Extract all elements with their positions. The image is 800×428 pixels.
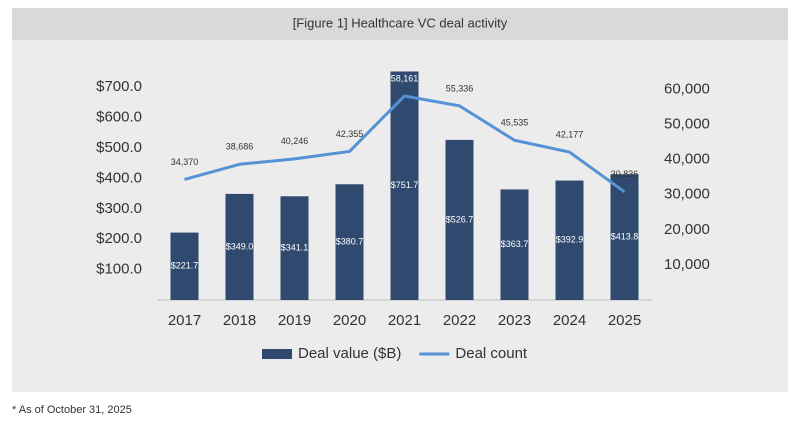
y2-tick-label: 30,000 xyxy=(664,186,710,203)
bar-value-label: $526.7 xyxy=(446,214,474,224)
bar xyxy=(170,232,199,300)
y2-tick-label: 20,000 xyxy=(664,221,710,238)
bar xyxy=(555,180,584,300)
y-tick-label: $500.0 xyxy=(96,139,142,156)
title-bar xyxy=(12,8,788,40)
bar xyxy=(225,193,254,300)
bar-value-label: $349.0 xyxy=(226,241,254,251)
bar-value-label: $751.7 xyxy=(391,180,419,190)
line-value-label: 42,177 xyxy=(556,129,584,139)
line-value-label: 55,336 xyxy=(446,83,474,93)
x-tick-label: 2025 xyxy=(608,312,641,329)
bar-value-label: $221.7 xyxy=(171,261,199,271)
bar-value-label: $392.9 xyxy=(556,235,584,245)
line-value-label: 30,836 xyxy=(611,169,639,179)
bar xyxy=(445,139,474,300)
x-tick-label: 2024 xyxy=(553,312,586,329)
x-tick-label: 2022 xyxy=(443,312,476,329)
bar-value-label: $413.8 xyxy=(611,231,639,241)
y2-tick-label: 10,000 xyxy=(664,256,710,273)
x-tick-label: 2019 xyxy=(278,312,311,329)
line-value-label: 45,535 xyxy=(501,118,529,128)
x-tick-label: 2018 xyxy=(223,312,256,329)
line-value-label: 40,246 xyxy=(281,136,309,146)
y2-tick-label: 60,000 xyxy=(664,81,710,98)
line-value-label: 34,370 xyxy=(171,157,199,167)
bar xyxy=(390,71,419,300)
line-value-label: 58,161 xyxy=(391,73,419,83)
bar xyxy=(335,184,364,300)
y-tick-label: $600.0 xyxy=(96,109,142,126)
line-value-label: 42,355 xyxy=(336,129,364,139)
legend-swatch xyxy=(262,349,292,359)
y2-tick-label: 40,000 xyxy=(664,151,710,168)
bar xyxy=(280,196,309,300)
bar xyxy=(610,174,639,300)
chart-title: [Figure 1] Healthcare VC deal activity xyxy=(293,15,508,30)
y-tick-label: $700.0 xyxy=(96,78,142,95)
bar-value-label: $380.7 xyxy=(336,237,364,247)
legend-label: Deal value ($B) xyxy=(298,345,401,362)
line-value-label: 38,686 xyxy=(226,142,254,152)
x-tick-label: 2021 xyxy=(388,312,421,329)
legend-label: Deal count xyxy=(455,345,528,362)
y-tick-label: $300.0 xyxy=(96,200,142,217)
y-tick-label: $100.0 xyxy=(96,261,142,278)
bar-value-label: $341.1 xyxy=(281,243,309,253)
footnote: * As of October 31, 2025 xyxy=(12,404,132,416)
x-tick-label: 2023 xyxy=(498,312,531,329)
line xyxy=(184,94,626,194)
bar-value-label: $363.7 xyxy=(501,239,529,249)
y-tick-label: $200.0 xyxy=(96,230,142,247)
y-tick-label: $400.0 xyxy=(96,169,142,186)
bar xyxy=(500,189,529,300)
y2-tick-label: 50,000 xyxy=(664,116,710,133)
x-tick-label: 2017 xyxy=(168,312,201,329)
x-tick-label: 2020 xyxy=(333,312,366,329)
